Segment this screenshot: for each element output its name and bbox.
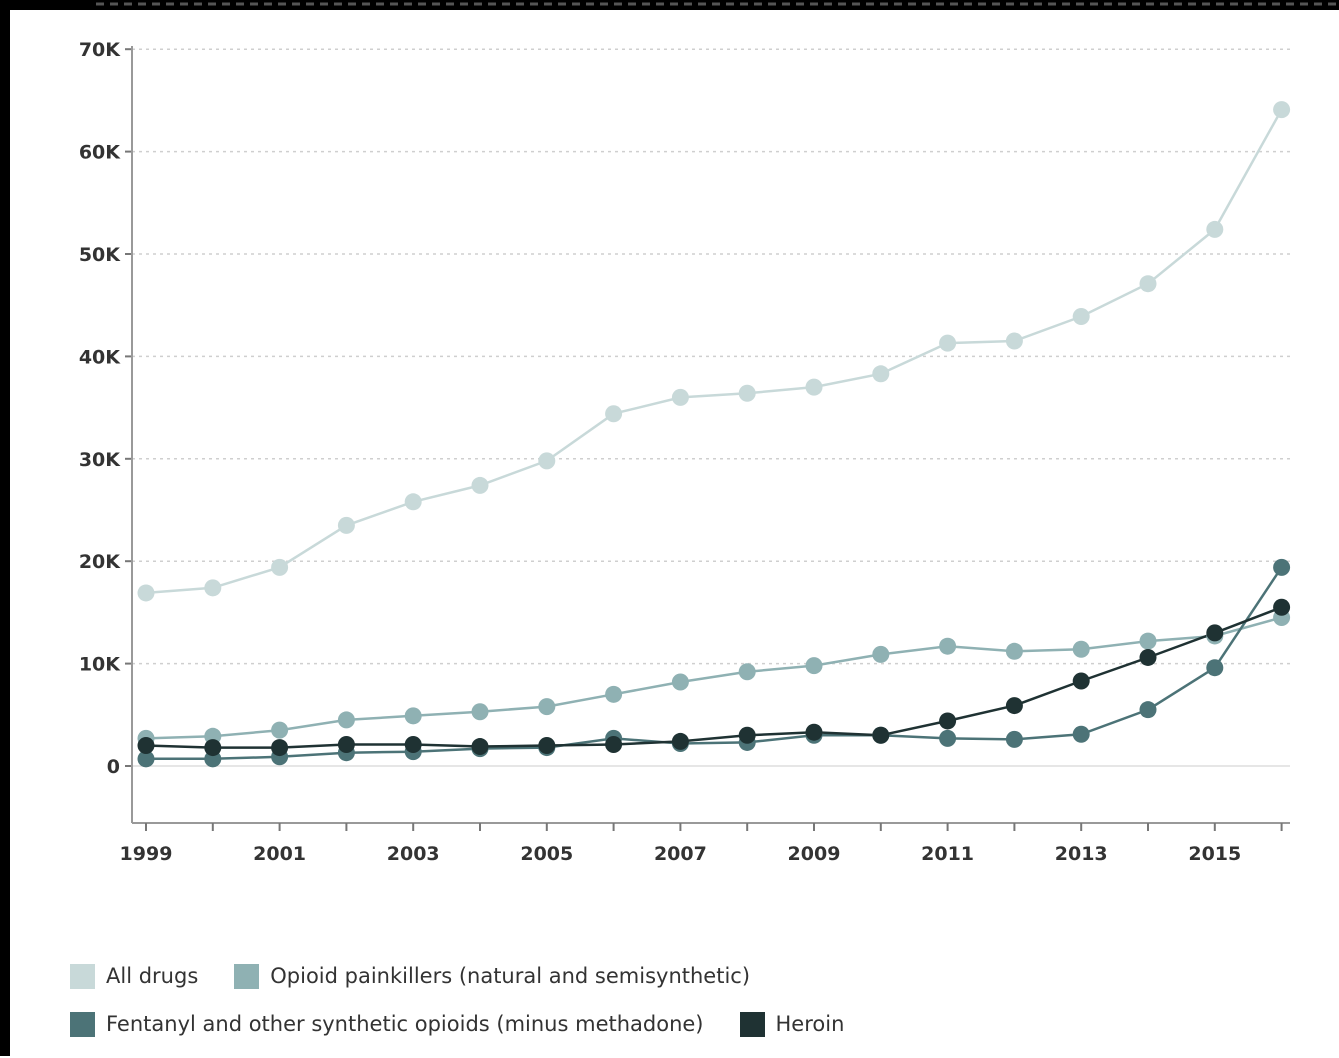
data-point-s0-2004 (471, 476, 489, 494)
data-point-s3-2004 (471, 738, 489, 756)
data-point-s3-2010 (872, 726, 890, 744)
data-point-s3-2002 (337, 735, 355, 753)
legend-swatch-heroin (739, 1011, 765, 1037)
series-lines (137, 101, 1291, 768)
y-tick-label: 40K (79, 346, 121, 368)
legend-label-all-drugs: All drugs (106, 964, 199, 988)
legend-item-heroin: Heroin (739, 1011, 845, 1037)
data-point-s1-2002 (337, 711, 355, 729)
data-point-s3-2005 (538, 737, 556, 755)
legend-swatch-fentanyl (70, 1011, 95, 1037)
data-point-s0-2011 (939, 334, 957, 352)
x-tick-label: 2011 (921, 843, 974, 865)
data-point-s1-2005 (538, 698, 556, 716)
axes: 70K 60K 50K 40K 30K 20K 10K 0 1999 2001 2003 2005 20… (79, 39, 1290, 865)
x-tick-label: 2003 (387, 843, 440, 865)
x-tick-label: 1999 (120, 843, 173, 865)
top-dotted-border (96, 2, 1339, 6)
series-line-0 (145, 108, 1283, 595)
data-point-s1-2011 (939, 637, 957, 655)
data-point-s0-2005 (538, 452, 556, 470)
data-point-s2-2014 (1139, 701, 1157, 719)
data-point-s3-2001 (271, 739, 289, 757)
legend: All drugs Opioid painkillers (natural an… (70, 962, 1070, 1058)
data-point-s0-2000 (204, 579, 222, 597)
data-point-s0-2015 (1206, 220, 1224, 238)
data-point-s1-2003 (404, 707, 422, 725)
data-point-s0-1999 (137, 584, 155, 602)
data-point-s2-2011 (939, 729, 957, 747)
data-point-s3-2000 (204, 739, 222, 757)
data-point-s0-2013 (1072, 307, 1090, 325)
data-point-s1-2006 (605, 685, 623, 703)
data-point-s1-2012 (1005, 642, 1023, 660)
data-point-s1-2008 (738, 663, 756, 681)
data-point-s3-2012 (1005, 697, 1023, 715)
data-point-s2-1999 (137, 750, 155, 768)
legend-swatch-all-drugs (70, 963, 95, 989)
data-point-s3-2009 (805, 723, 823, 741)
data-point-s3-2013 (1072, 672, 1090, 690)
data-point-s3-2016 (1273, 598, 1291, 616)
legend-item-fentanyl: Fentanyl and other synthetic opioids (mi… (70, 1011, 704, 1037)
y-tick-label: 70K (79, 39, 121, 61)
legend-label-fentanyl: Fentanyl and other synthetic opioids (mi… (106, 1012, 704, 1036)
data-point-s3-2014 (1139, 648, 1157, 666)
data-point-s0-2016 (1273, 101, 1291, 119)
data-point-s3-2015 (1206, 624, 1224, 642)
series-line-1 (145, 616, 1282, 740)
data-point-s1-2014 (1139, 632, 1157, 650)
data-point-s0-2006 (605, 405, 623, 423)
data-point-s3-2003 (404, 735, 422, 753)
data-point-s2-2012 (1005, 730, 1023, 748)
x-tick-label: 2013 (1055, 843, 1108, 865)
legend-item-opioid-painkillers: Opioid painkillers (natural and semisynt… (234, 963, 751, 989)
legend-row-2: Fentanyl and other synthetic opioids (mi… (70, 1010, 1070, 1038)
y-tick-label: 0 (107, 756, 120, 778)
data-point-s2-2013 (1072, 725, 1090, 743)
y-tick-label: 10K (79, 654, 121, 676)
data-point-s1-2001 (271, 721, 289, 739)
data-point-s3-2006 (605, 735, 623, 753)
y-tick-label: 20K (79, 551, 121, 573)
y-tick-label: 30K (79, 449, 121, 471)
series-line-2 (146, 566, 1283, 761)
data-point-s1-2013 (1072, 640, 1090, 658)
x-tick-label: 2015 (1188, 843, 1241, 865)
grid-lines (132, 48, 1290, 767)
line-chart: 70K 60K 50K 40K 30K 20K 10K 0 1999 2001 2003 2005 20… (79, 39, 1291, 865)
data-point-s0-2001 (271, 558, 289, 576)
legend-item-all-drugs: All drugs (70, 963, 199, 989)
legend-row-1: All drugs Opioid painkillers (natural an… (70, 962, 1070, 990)
y-tick-label: 60K (79, 142, 121, 164)
data-point-s3-2008 (738, 726, 756, 744)
data-point-s0-2002 (337, 516, 355, 534)
data-point-s0-2007 (671, 388, 689, 406)
x-tick-label: 2007 (654, 843, 707, 865)
data-point-s0-2012 (1005, 332, 1023, 350)
data-point-s1-2004 (471, 703, 489, 721)
legend-swatch-opioid-painkillers (234, 963, 260, 989)
data-point-s0-2014 (1139, 275, 1157, 293)
legend-label-opioid-painkillers: Opioid painkillers (natural and semisynt… (270, 964, 751, 988)
data-point-s0-2008 (738, 384, 756, 402)
data-point-s1-2009 (805, 657, 823, 675)
data-point-s1-2007 (671, 673, 689, 691)
data-point-s0-2009 (805, 378, 823, 396)
x-tick-label: 2005 (520, 843, 573, 865)
data-point-s1-2010 (872, 645, 890, 663)
data-point-s2-2015 (1206, 659, 1224, 677)
legend-label-heroin: Heroin (775, 1012, 845, 1036)
data-point-s0-2010 (872, 365, 890, 383)
x-tick-label: 2009 (788, 843, 841, 865)
series-line-3 (145, 606, 1283, 749)
data-point-s2-2016 (1273, 558, 1291, 576)
y-tick-label: 50K (79, 244, 121, 266)
data-point-s0-2003 (404, 493, 422, 511)
data-point-s3-2011 (939, 712, 957, 730)
x-tick-label: 2001 (253, 843, 306, 865)
data-point-s3-2007 (671, 732, 689, 750)
data-point-s3-1999 (137, 737, 155, 755)
